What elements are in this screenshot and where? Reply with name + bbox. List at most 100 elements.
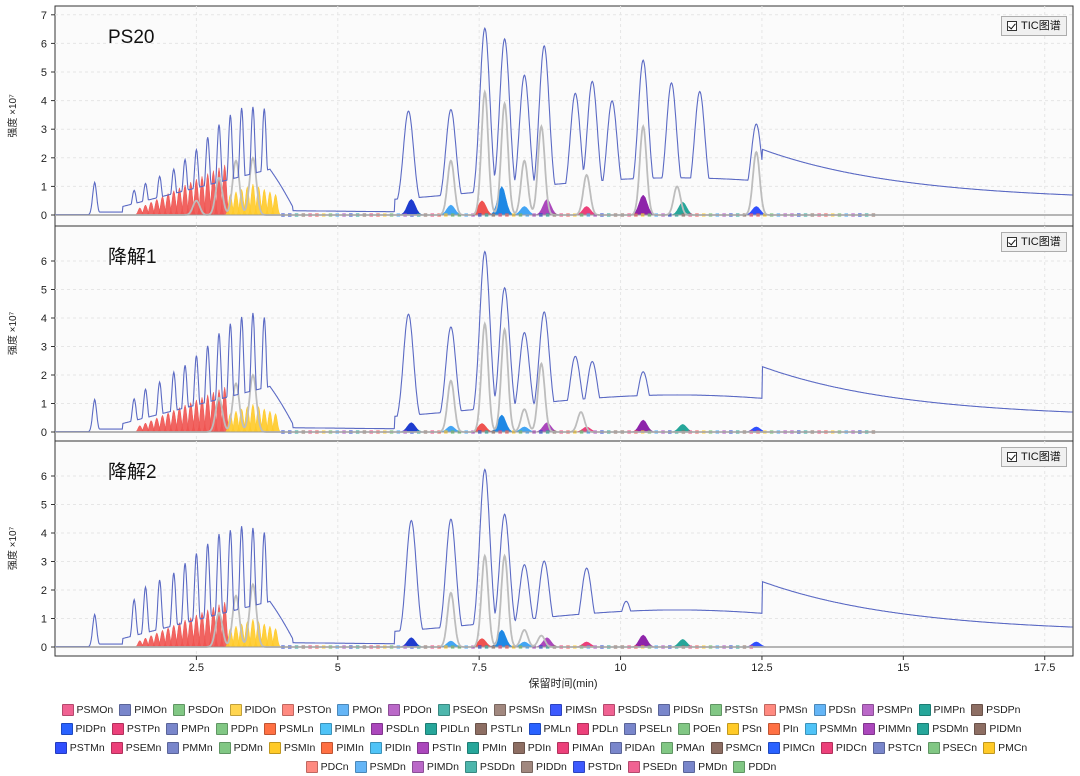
legend-item[interactable]: PSTOn: [282, 703, 331, 716]
legend-item[interactable]: PSMSn: [493, 703, 544, 716]
legend-item[interactable]: PIDAn: [609, 741, 655, 754]
legend-item[interactable]: PMPn: [166, 722, 210, 735]
legend-item[interactable]: PSMOn: [61, 703, 113, 716]
legend-item[interactable]: PIMDn: [411, 760, 459, 773]
legend-swatch: [861, 703, 874, 716]
legend-item[interactable]: PMCn: [983, 741, 1027, 754]
legend-item[interactable]: PSDPn: [971, 703, 1021, 716]
legend-item[interactable]: PIDCn: [820, 741, 867, 754]
legend-item[interactable]: PIMPn: [918, 703, 965, 716]
legend-label: PIMIn: [336, 741, 364, 754]
legend-item[interactable]: PSDMn: [917, 722, 968, 735]
legend-item[interactable]: PIDPn: [60, 722, 106, 735]
legend-item[interactable]: PSMIn: [268, 741, 315, 754]
tic-toggle-1[interactable]: TIC图谱: [1001, 16, 1067, 36]
legend-item[interactable]: POEn: [677, 722, 721, 735]
legend-swatch: [550, 703, 563, 716]
legend-swatch: [862, 722, 875, 735]
legend-item[interactable]: PDPn: [215, 722, 259, 735]
legend-item[interactable]: PIDOn: [229, 703, 276, 716]
legend-label: PIMLn: [334, 722, 365, 735]
legend-item[interactable]: PIDMn: [974, 722, 1021, 735]
legend-item[interactable]: PDDn: [733, 760, 777, 773]
tic-trace: [55, 468, 1073, 648]
legend-item[interactable]: PSMDn: [354, 760, 406, 773]
legend-item[interactable]: PMAn: [661, 741, 705, 754]
legend-swatch: [820, 741, 833, 754]
legend-item[interactable]: PDCn: [305, 760, 349, 773]
legend: PSMOn PIMOn PSDOn PIDOn PSTOn PMOn PDOn PSEOn PS…: [8, 700, 1074, 776]
legend-item[interactable]: PSEOn: [437, 703, 488, 716]
legend-swatch: [609, 741, 622, 754]
legend-item[interactable]: PIMSn: [550, 703, 597, 716]
legend-item[interactable]: PDMn: [218, 741, 263, 754]
legend-item[interactable]: PSTSn: [709, 703, 758, 716]
legend-item[interactable]: PIMCn: [767, 741, 815, 754]
legend-item[interactable]: PIDLn: [425, 722, 469, 735]
legend-item[interactable]: PSTCn: [872, 741, 922, 754]
legend-item[interactable]: PSDOn: [172, 703, 224, 716]
legend-label: PDPn: [230, 722, 259, 735]
legend-row: PSTMn PSEMn PMMn PDMn PSMIn PIMIn PIDIn PSTIn PM…: [8, 738, 1074, 757]
legend-swatch: [411, 760, 424, 773]
legend-item[interactable]: PSDDn: [464, 760, 515, 773]
y-tick-label: 0: [41, 642, 47, 654]
legend-item[interactable]: PSMMn: [804, 722, 857, 735]
tic-toggle-2[interactable]: TIC图谱: [1001, 232, 1067, 252]
tic-checkbox-1[interactable]: [1007, 21, 1017, 31]
legend-item[interactable]: PDLn: [576, 722, 618, 735]
legend-item[interactable]: PSEMn: [110, 741, 161, 754]
eic-peak: [269, 627, 282, 648]
legend-item[interactable]: PSTMn: [54, 741, 105, 754]
legend-item[interactable]: PSDSn: [602, 703, 652, 716]
tic-checkbox-2[interactable]: [1007, 237, 1017, 247]
legend-swatch: [54, 741, 67, 754]
legend-item[interactable]: PSEDn: [627, 760, 677, 773]
legend-item[interactable]: PMSn: [763, 703, 808, 716]
legend-item[interactable]: PSTIn: [417, 741, 462, 754]
legend-item[interactable]: PIMIn: [321, 741, 364, 754]
legend-row: PSMOn PIMOn PSDOn PIDOn PSTOn PMOn PDOn PSEOn PS…: [8, 700, 1074, 719]
legend-swatch: [974, 722, 987, 735]
legend-item[interactable]: PSTPn: [111, 722, 160, 735]
tic-checkbox-3[interactable]: [1007, 452, 1017, 462]
legend-item[interactable]: PSTDn: [572, 760, 622, 773]
legend-item[interactable]: PIDIn: [369, 741, 411, 754]
legend-item[interactable]: PSMLn: [264, 722, 314, 735]
legend-item[interactable]: PSTLn: [475, 722, 523, 735]
legend-item[interactable]: PDOn: [388, 703, 432, 716]
legend-label: PSn: [741, 722, 762, 735]
legend-label: PMPn: [181, 722, 210, 735]
legend-item[interactable]: PDSn: [813, 703, 856, 716]
legend-item[interactable]: PIMMn: [862, 722, 911, 735]
legend-item[interactable]: PMDn: [683, 760, 727, 773]
legend-item[interactable]: PIMAn: [557, 741, 604, 754]
legend-item[interactable]: PIMOn: [119, 703, 167, 716]
legend-label: PSMDn: [369, 760, 406, 773]
legend-label: PDDn: [748, 760, 777, 773]
legend-item[interactable]: PMIn: [467, 741, 507, 754]
legend-item[interactable]: PSECn: [927, 741, 977, 754]
legend-item[interactable]: PSDLn: [370, 722, 419, 735]
legend-item[interactable]: PSMCn: [710, 741, 762, 754]
y-tick-label: 6: [41, 471, 47, 483]
legend-label: PSTCn: [887, 741, 922, 754]
legend-item[interactable]: PMMn: [167, 741, 213, 754]
legend-swatch: [475, 722, 488, 735]
legend-item[interactable]: PIn: [767, 722, 799, 735]
legend-item[interactable]: PSELn: [624, 722, 672, 735]
legend-swatch: [369, 741, 382, 754]
legend-label: PMOn: [352, 703, 383, 716]
legend-item[interactable]: PIDSn: [658, 703, 704, 716]
legend-item[interactable]: PSn: [726, 722, 762, 735]
legend-item[interactable]: PMOn: [337, 703, 383, 716]
tic-toggle-3[interactable]: TIC图谱: [1001, 447, 1067, 467]
legend-swatch: [61, 703, 74, 716]
legend-item[interactable]: PIMLn: [319, 722, 365, 735]
legend-item[interactable]: PMLn: [528, 722, 571, 735]
legend-item[interactable]: PDIn: [512, 741, 551, 754]
legend-label: PDOn: [403, 703, 432, 716]
legend-item[interactable]: PIDDn: [520, 760, 567, 773]
legend-label: PSTIn: [432, 741, 462, 754]
legend-item[interactable]: PSMPn: [861, 703, 913, 716]
